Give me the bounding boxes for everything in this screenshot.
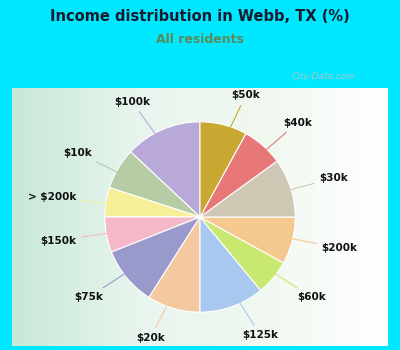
- Text: Income distribution in Webb, TX (%): Income distribution in Webb, TX (%): [50, 9, 350, 24]
- Wedge shape: [112, 217, 200, 298]
- Text: $100k: $100k: [114, 97, 176, 162]
- Wedge shape: [200, 161, 295, 217]
- Wedge shape: [131, 122, 200, 217]
- Wedge shape: [200, 217, 284, 290]
- Wedge shape: [149, 217, 200, 312]
- Text: $10k: $10k: [63, 148, 148, 187]
- Wedge shape: [200, 134, 277, 217]
- Text: City-Data.com: City-Data.com: [292, 72, 356, 81]
- Text: $125k: $125k: [221, 273, 278, 340]
- Text: $75k: $75k: [74, 255, 154, 302]
- Text: $150k: $150k: [40, 228, 141, 246]
- Wedge shape: [105, 188, 200, 217]
- Wedge shape: [110, 152, 200, 217]
- Text: > $200k: > $200k: [28, 193, 141, 208]
- Wedge shape: [200, 217, 295, 263]
- Text: $40k: $40k: [240, 118, 312, 172]
- Text: $60k: $60k: [246, 255, 326, 302]
- Text: $30k: $30k: [257, 173, 348, 199]
- Text: $200k: $200k: [258, 232, 358, 253]
- Text: $20k: $20k: [136, 274, 183, 343]
- Wedge shape: [200, 217, 261, 312]
- Text: $50k: $50k: [215, 90, 260, 159]
- Wedge shape: [200, 122, 246, 217]
- Text: All residents: All residents: [156, 33, 244, 46]
- Wedge shape: [105, 217, 200, 252]
